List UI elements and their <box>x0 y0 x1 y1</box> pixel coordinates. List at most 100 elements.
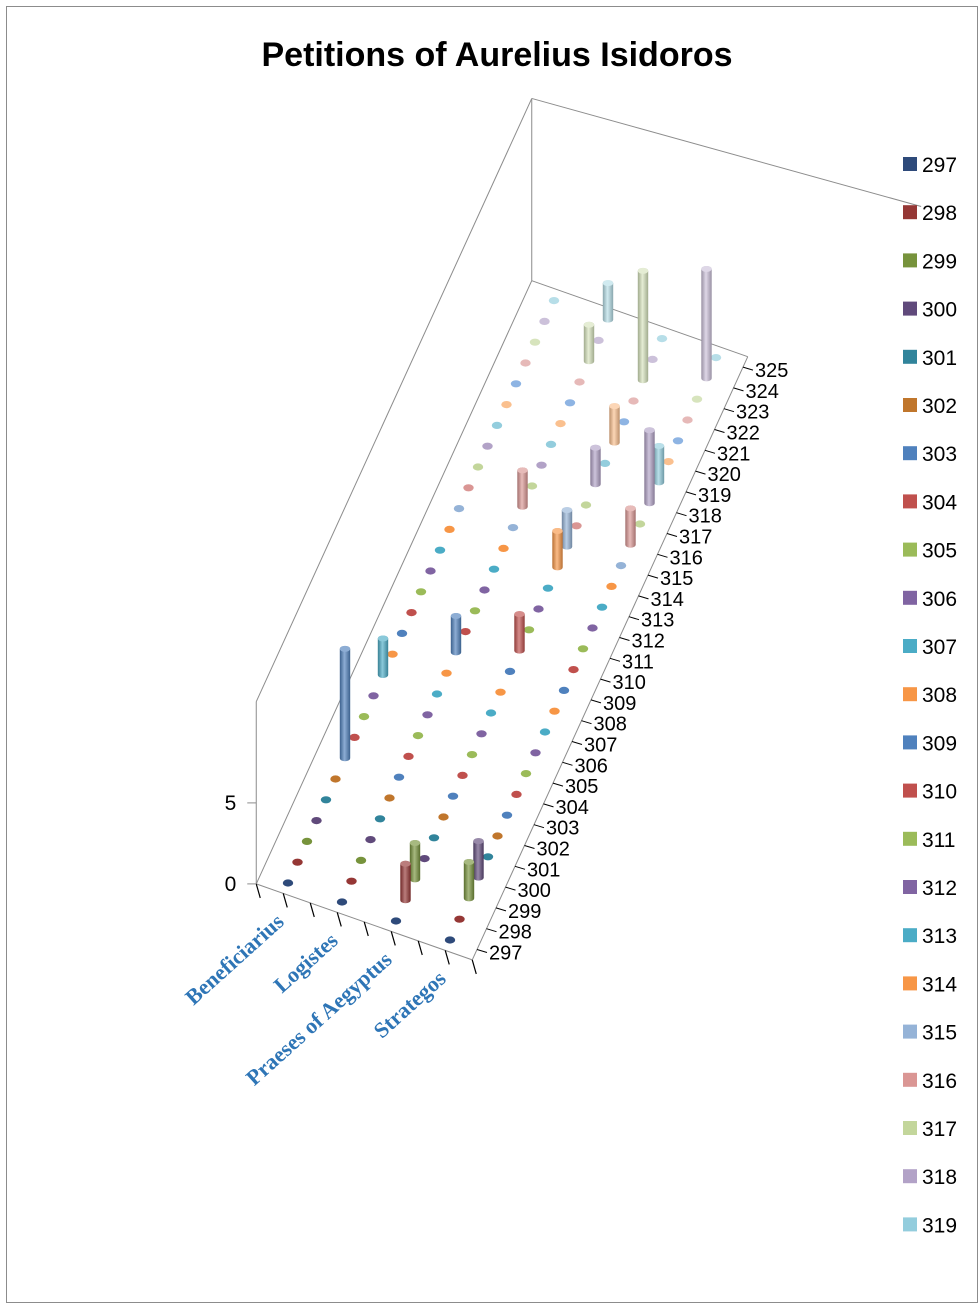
legend-label: 308 <box>922 684 957 707</box>
depth-axis-tick <box>524 845 535 849</box>
depth-axis-tick <box>723 408 735 413</box>
bar-body <box>602 280 614 323</box>
bar-321-praeses-of-aegyptus <box>618 418 630 426</box>
bar-301-logistes <box>374 815 386 823</box>
bar-308-praeses-of-aegyptus <box>495 688 506 696</box>
bar-base <box>358 713 370 721</box>
bar-base <box>536 461 547 469</box>
bar-325-beneficiarius <box>548 297 560 305</box>
bar-base <box>510 380 522 388</box>
bar-top <box>400 860 411 867</box>
bar-base <box>548 297 560 305</box>
bar-307-beneficiarius <box>377 635 389 678</box>
bar-311-praeses-of-aegyptus <box>523 626 535 634</box>
bar-body <box>409 839 421 883</box>
depth-axis-tick <box>552 782 564 787</box>
legend-swatch <box>903 880 917 894</box>
chart-marks <box>282 266 722 944</box>
legend-item-303: 303 <box>903 443 957 466</box>
depth-axis-tick <box>533 824 545 829</box>
bar-322-praeses-of-aegyptus <box>628 397 639 405</box>
depth-axis-tick <box>733 387 744 392</box>
bar-body <box>637 267 649 384</box>
bar-base <box>463 484 474 492</box>
bar-top <box>339 645 351 652</box>
bar-310-beneficiarius <box>406 609 417 617</box>
bar-base <box>311 817 322 825</box>
category-axis-tick <box>336 912 342 927</box>
bar-base <box>365 836 376 844</box>
bar-322-strategos <box>682 416 693 424</box>
bar-306-praeses-of-aegyptus <box>476 730 487 738</box>
bar-base <box>615 562 627 570</box>
bar-316-beneficiarius <box>463 484 474 492</box>
legend-swatch <box>903 1072 917 1087</box>
bar-base <box>599 459 611 467</box>
bar-311-beneficiarius <box>415 588 427 596</box>
bar-300-logistes <box>365 836 376 844</box>
bar-312-beneficiarius <box>425 567 436 575</box>
bar-body <box>583 321 595 365</box>
legend-swatch <box>903 1169 917 1184</box>
bar-base <box>501 401 512 409</box>
bar-313-logistes <box>488 565 500 573</box>
legend-label: 305 <box>922 540 957 563</box>
bar-base <box>485 709 497 717</box>
legend-item-312: 312 <box>903 877 957 900</box>
bar-325-praeses-of-aegyptus <box>656 335 668 343</box>
depth-axis: 2972982993003013023033043053063073083093… <box>476 360 788 965</box>
legend-swatch <box>903 494 917 509</box>
category-axis-tick <box>417 940 423 956</box>
bar-top <box>552 527 563 534</box>
bar-297-beneficiarius <box>282 879 294 887</box>
bar-317-logistes <box>526 482 538 490</box>
bar-base <box>564 399 576 407</box>
legend-label: 298 <box>922 202 957 225</box>
depth-axis-tick <box>600 678 611 683</box>
legend-label: 304 <box>922 491 957 514</box>
bar-321-logistes <box>564 399 576 407</box>
depth-tick-label: 302 <box>537 839 570 861</box>
legend-swatch <box>903 928 917 943</box>
bar-311-strategos <box>577 645 589 653</box>
bar-body <box>609 403 620 446</box>
bar-base <box>406 609 417 617</box>
bar-base <box>593 336 604 344</box>
bar-base <box>320 796 332 804</box>
bar-body <box>701 266 712 382</box>
bar-310-praeses-of-aegyptus <box>514 611 525 654</box>
bar-top <box>609 403 620 410</box>
bar-297-logistes <box>336 898 348 906</box>
depth-tick-label: 305 <box>565 776 598 798</box>
bar-323-strategos <box>691 395 703 403</box>
bar-top <box>409 839 421 846</box>
bar-base <box>457 771 468 780</box>
bar-302-strategos <box>492 832 503 840</box>
bar-top <box>644 427 655 434</box>
bar-base <box>453 505 465 513</box>
bar-base <box>520 770 532 778</box>
bar-base <box>444 525 455 534</box>
bar-304-strategos <box>511 790 522 799</box>
bar-base <box>606 582 617 591</box>
depth-axis-tick <box>495 907 507 912</box>
depth-axis-tick <box>704 449 716 454</box>
bar-323-logistes <box>583 321 595 365</box>
legend-item-306: 306 <box>903 588 957 611</box>
bar-311-logistes <box>469 607 481 615</box>
legend-swatch <box>903 831 917 846</box>
legend-swatch <box>903 349 917 364</box>
bar-base <box>596 603 608 611</box>
bar-top <box>473 838 484 845</box>
legend-swatch <box>903 446 917 461</box>
legend-label: 301 <box>922 347 957 370</box>
bar-base <box>555 420 566 428</box>
bar-body <box>400 860 411 904</box>
legend-swatch <box>903 735 917 750</box>
legend-label: 310 <box>922 781 957 804</box>
depth-axis-tick <box>571 741 583 745</box>
bar-base <box>511 790 522 799</box>
bar-base <box>523 626 535 634</box>
bar-base <box>396 629 408 638</box>
